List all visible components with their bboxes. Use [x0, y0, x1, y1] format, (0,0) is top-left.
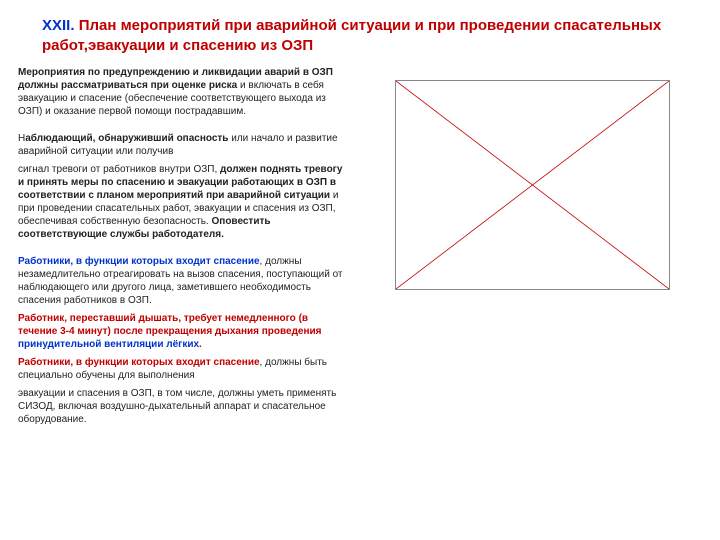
p3-a: сигнал тревоги от работников внутри ОЗП, [18, 164, 220, 175]
body-text: Мероприятия по предупреждению и ликвидац… [18, 66, 348, 431]
para-2: Наблюдающий, обнаруживший опасность или … [18, 132, 348, 158]
p5-c: . [199, 339, 202, 350]
para-1: Мероприятия по предупреждению и ликвидац… [18, 66, 348, 118]
p2-b: аблюдающий, обнаруживший опасность [25, 133, 228, 144]
title-main: План мероприятий при аварийной ситуации … [42, 17, 661, 54]
placeholder-cross-icon [396, 81, 669, 289]
para-6: Работники, в функции которых входит спас… [18, 356, 348, 382]
p5-b: принудительной вентиляции лёгких [18, 339, 199, 350]
title-prefix: XXII. [42, 17, 79, 34]
section-title: XXII. План мероприятий при аварийной сит… [42, 16, 682, 57]
p6-a: Работники, в функции которых входит спас… [18, 357, 260, 368]
p4-a: Работники, в функции которых входит спас… [18, 256, 260, 267]
para-3: сигнал тревоги от работников внутри ОЗП,… [18, 163, 348, 241]
p5-a: Работник, переставший дышать, требует не… [18, 313, 322, 337]
para-7: эвакуации и спасения в ОЗП, в том числе,… [18, 387, 348, 426]
image-placeholder [395, 80, 670, 290]
para-4: Работники, в функции которых входит спас… [18, 255, 348, 307]
p7: эвакуации и спасения в ОЗП, в том числе,… [18, 388, 336, 425]
para-5: Работник, переставший дышать, требует не… [18, 312, 348, 351]
